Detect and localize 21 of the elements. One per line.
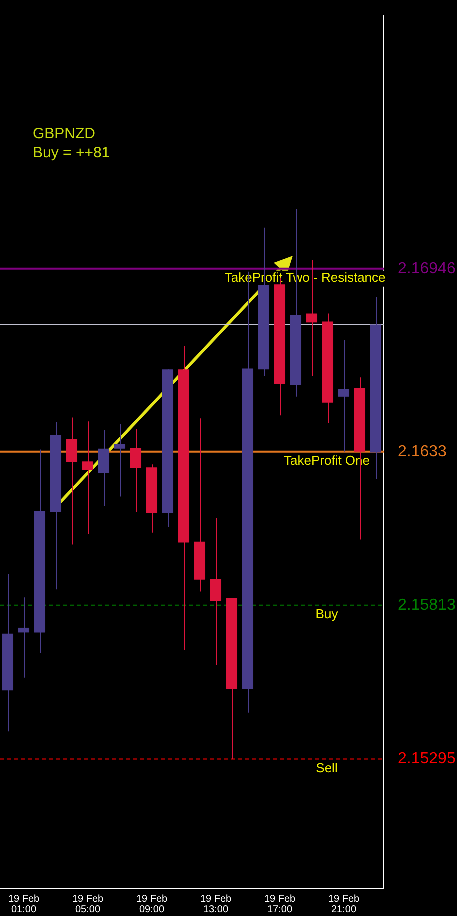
y-tick-label: 2.1633 <box>398 443 448 460</box>
ref-line-label: Sell <box>316 760 338 776</box>
annotation: Buy = ++81 <box>33 144 110 162</box>
candlestick <box>66 417 78 546</box>
candlestick <box>18 597 30 678</box>
annotation: GBPNZD <box>33 126 96 143</box>
candlestick <box>82 421 94 535</box>
candlestick <box>114 424 126 498</box>
ref-line-label: Buy <box>316 606 339 622</box>
y-tick-label: 2.16946 <box>398 260 456 278</box>
x-tick-label: 19 Feb 21:00 <box>328 894 360 916</box>
y-tick-label: 2.15813 <box>398 596 456 614</box>
x-tick-label: 19 Feb 05:00 <box>72 894 104 916</box>
candlestick <box>338 340 350 452</box>
x-tick-label: 19 Feb 09:00 <box>136 894 168 916</box>
x-tick-label: 19 Feb 17:00 <box>264 894 296 916</box>
y-tick-label: 2.15295 <box>398 750 456 768</box>
candlestick <box>210 518 222 666</box>
x-tick-label: 19 Feb 13:00 <box>200 894 232 916</box>
candlestick <box>130 428 142 513</box>
x-tick-label: 19 Feb 01:00 <box>8 894 40 916</box>
